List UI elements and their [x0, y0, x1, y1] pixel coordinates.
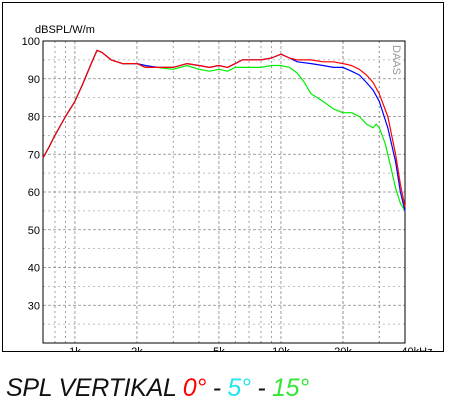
y-axis-label: dBSPL/W/m: [35, 24, 95, 36]
caption-label-5deg: 5°: [227, 374, 251, 402]
series-line-0deg: [42, 49, 406, 208]
y-tick-label: 50: [28, 225, 40, 237]
y-tick-label: 40: [28, 263, 40, 275]
y-tick-label: 80: [28, 112, 40, 124]
x-tick-label: 20k: [334, 346, 352, 351]
y-tick-label: 70: [28, 149, 40, 161]
x-tick-label: 10k: [272, 346, 290, 351]
plot-area-border: [42, 40, 406, 344]
y-tick-label: 60: [28, 187, 40, 199]
chart-frame: 30 40 50 60 70 80 90 100 1k 2k 5k 10k 20k 40kHz dBSPL/…: [2, 2, 444, 352]
caption-separator: -: [206, 374, 228, 402]
x-tick-label: 40kHz: [401, 346, 432, 351]
chart-caption: SPL VERTIKAL 0° - 5° - 15°: [6, 374, 309, 403]
x-tick-label: 1k: [69, 346, 81, 351]
caption-label-15deg: 15°: [272, 374, 309, 402]
caption-prefix: SPL VERTIKAL: [6, 374, 183, 402]
frequency-response-chart: 30 40 50 60 70 80 90 100 1k 2k 5k 10k 20k 40kHz dBSPL/…: [22, 24, 433, 351]
series-line-15deg: [42, 49, 406, 212]
watermark-label: DAAS: [390, 45, 402, 75]
y-tick-label: 100: [22, 36, 40, 48]
y-tick-label: 90: [28, 74, 40, 86]
x-tick-label: 2k: [131, 346, 143, 351]
caption-separator: -: [250, 374, 273, 402]
y-tick-label: 30: [28, 300, 40, 312]
x-tick-label: 5k: [213, 346, 225, 351]
series-line-5deg: [42, 49, 406, 212]
caption-label-0deg: 0°: [182, 374, 207, 402]
